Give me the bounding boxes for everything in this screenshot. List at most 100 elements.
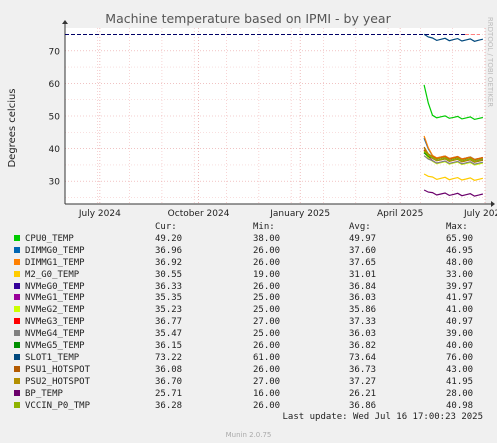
legend-min-value: 26.00	[253, 245, 281, 256]
y-tick-label: 70	[49, 47, 61, 57]
legend-max-value: 48.00	[446, 257, 474, 268]
legend-table: Cur: Min: Avg: Max: CPU0_TEMP 49.20 38.00 4…	[14, 222, 486, 413]
legend-avg-value: 73.64	[349, 352, 377, 363]
legend-min-value: 38.00	[253, 233, 281, 244]
legend-cur-value: 36.77	[155, 317, 183, 328]
legend-min-value: 26.00	[253, 281, 281, 292]
legend-swatch	[14, 294, 20, 301]
legend-row: DIMMG1_TEMP 36.92 26.00 37.65 48.00	[14, 258, 486, 270]
legend-row: SLOT1_TEMP 73.22 61.00 73.64 76.00	[14, 353, 486, 365]
legend-series-name: NVMeG5_TEMP	[25, 341, 85, 352]
legend-cur-value: 36.70	[155, 376, 183, 387]
legend-min-value: 25.00	[253, 329, 281, 340]
legend-series-name: PSU1_HOTSPOT	[25, 364, 91, 375]
series-line-psu2-hotspot	[423, 147, 484, 161]
legend-row: PSU2_HOTSPOT 36.70 27.00 37.27 41.95	[14, 377, 486, 389]
legend-row: PSU1_HOTSPOT 36.08 26.00 36.73 43.00	[14, 365, 486, 377]
y-tick-label: 30	[49, 178, 61, 188]
legend-row: NVMeG2_TEMP 35.23 25.00 35.86 41.00	[14, 305, 486, 317]
legend-swatch	[14, 365, 20, 372]
x-tick-label: April 2025	[377, 209, 423, 219]
legend-max-value: 76.00	[446, 352, 474, 363]
legend-avg-value: 37.65	[349, 257, 377, 268]
series-line-m2-g0-temp	[423, 173, 484, 181]
legend-cur-value: 49.20	[155, 233, 183, 244]
legend-cur-value: 35.47	[155, 329, 183, 340]
legend-series-name: NVMeG0_TEMP	[25, 281, 85, 292]
legend-max-value: 46.95	[446, 245, 474, 256]
legend-min-value: 26.00	[253, 400, 281, 411]
axes: 30 40 50 60 70 July 2024 October 2024 January 2…	[49, 20, 497, 219]
legend-series-name: M2_G0_TEMP	[25, 269, 80, 280]
legend-cur-value: 35.23	[155, 305, 183, 316]
legend-max-value: 41.00	[446, 305, 474, 316]
legend-series-name: NVMeG1_TEMP	[25, 293, 85, 304]
legend-cur-value: 36.92	[155, 257, 183, 268]
legend-header-cur: Cur:	[155, 222, 177, 232]
legend-min-value: 25.00	[253, 293, 281, 304]
y-axis-label: Degrees celcius	[7, 88, 18, 167]
legend-max-value: 39.97	[446, 281, 474, 292]
legend-cur-value: 35.35	[155, 293, 183, 304]
series-line-cpu0-temp	[423, 84, 484, 121]
legend-row: CPU0_TEMP 49.20 38.00 49.97 65.90	[14, 234, 486, 246]
legend-cur-value: 36.96	[155, 245, 183, 256]
legend-avg-value: 49.97	[349, 233, 377, 244]
legend-avg-value: 36.86	[349, 400, 377, 411]
legend-avg-value: 36.03	[349, 293, 377, 304]
x-tick-label: July 2025	[463, 209, 497, 219]
legend-swatch	[14, 258, 20, 265]
legend-min-value: 16.00	[253, 388, 281, 399]
y-tick-label: 50	[49, 113, 61, 123]
x-tick-label: January 2025	[269, 209, 330, 219]
legend-max-value: 40.98	[446, 400, 474, 411]
legend-series-name: NVMeG4_TEMP	[25, 329, 85, 340]
legend-max-value: 33.00	[446, 269, 474, 280]
legend-header-max: Max:	[446, 222, 468, 232]
legend-avg-value: 31.01	[349, 269, 377, 280]
series-line-bp-temp	[423, 189, 484, 197]
legend-avg-value: 36.73	[349, 364, 377, 375]
legend-max-value: 28.00	[446, 388, 474, 399]
x-axis-arrow	[491, 201, 495, 207]
legend-avg-value: 37.27	[349, 376, 377, 387]
legend-swatch	[14, 282, 20, 289]
legend-series-name: NVMeG2_TEMP	[25, 305, 85, 316]
legend-swatch	[14, 401, 20, 408]
legend-series-name: PSU2_HOTSPOT	[25, 376, 91, 387]
legend-swatch	[14, 306, 20, 313]
legend-header-avg: Avg:	[349, 222, 371, 232]
legend-avg-value: 37.60	[349, 245, 377, 256]
legend-max-value: 41.95	[446, 376, 474, 387]
chart-title: Machine temperature based on IPMI - by y…	[105, 11, 391, 26]
legend-row: NVMeG5_TEMP 36.15 26.00 36.82 40.00	[14, 341, 486, 353]
legend-max-value: 43.00	[446, 364, 474, 375]
legend-swatch	[14, 330, 20, 337]
legend-min-value: 26.00	[253, 341, 281, 352]
legend-series-name: DIMMG0_TEMP	[25, 245, 85, 256]
legend-header-row: Cur: Min: Avg: Max:	[14, 222, 486, 234]
x-tick-label: October 2024	[168, 209, 230, 219]
legend-row: NVMeG0_TEMP 36.33 26.00 36.84 39.97	[14, 282, 486, 294]
legend-min-value: 19.00	[253, 269, 281, 280]
legend-series-name: NVMeG3_TEMP	[25, 317, 85, 328]
legend-max-value: 40.00	[446, 341, 474, 352]
legend-row: M2_G0_TEMP 30.55 19.00 31.01 33.00	[14, 270, 486, 282]
legend-max-value: 41.97	[446, 293, 474, 304]
legend-max-value: 40.97	[446, 317, 474, 328]
x-tick-label: July 2024	[78, 209, 121, 219]
legend-min-value: 26.00	[253, 257, 281, 268]
legend-swatch	[14, 270, 20, 277]
y-tick-label: 60	[49, 80, 61, 90]
legend-row: NVMeG3_TEMP 36.77 27.00 37.33 40.97	[14, 317, 486, 329]
legend-cur-value: 36.33	[155, 281, 183, 292]
y-axis-arrow	[62, 20, 68, 24]
legend-series-name: SLOT1_TEMP	[25, 352, 80, 363]
legend-max-value: 39.00	[446, 329, 474, 340]
legend-avg-value: 36.84	[349, 281, 377, 292]
legend-series-name: CPU0_TEMP	[25, 233, 74, 244]
legend-swatch	[14, 234, 20, 241]
legend-avg-value: 36.03	[349, 329, 377, 340]
